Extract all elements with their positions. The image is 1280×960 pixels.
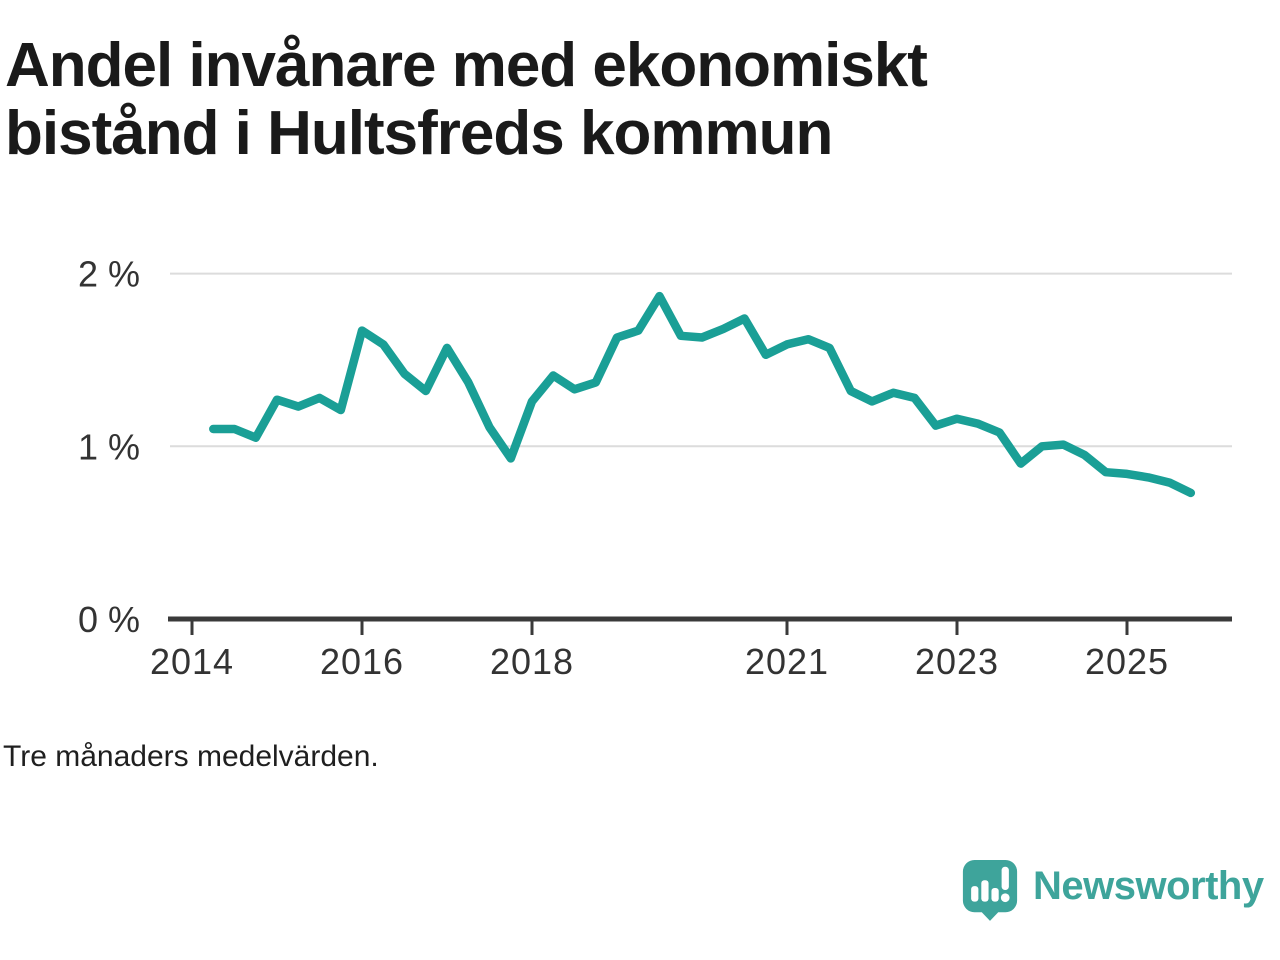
exclamation-bar (1001, 866, 1009, 890)
chart-title: Andel invånare med ekonomiskt bistånd i … (5, 31, 928, 169)
y-tick-label: 2 % (78, 254, 140, 295)
x-tick-label: 2021 (745, 641, 829, 682)
x-tick-label: 2023 (915, 641, 999, 682)
exclamation-dot (1000, 893, 1010, 903)
bar-2 (981, 880, 989, 902)
newsworthy-branding: Newsworthy (960, 857, 1264, 921)
bar-3 (991, 888, 999, 902)
chart-note: Tre månaders medelvärden. (3, 740, 379, 773)
x-tick-label: 2018 (490, 641, 574, 682)
x-tick-label: 2016 (320, 641, 404, 682)
speech-bubble-shape (962, 859, 1018, 921)
x-tick-label: 2014 (150, 641, 234, 682)
newsworthy-wordmark: Newsworthy (1033, 864, 1264, 908)
bar-1 (971, 886, 979, 902)
y-tick-label: 0 % (78, 599, 140, 640)
y-tick-label: 1 % (78, 426, 140, 467)
x-tick-label: 2025 (1085, 641, 1169, 682)
newsworthy-logo-icon (962, 859, 1018, 921)
data-line (209, 291, 1196, 498)
